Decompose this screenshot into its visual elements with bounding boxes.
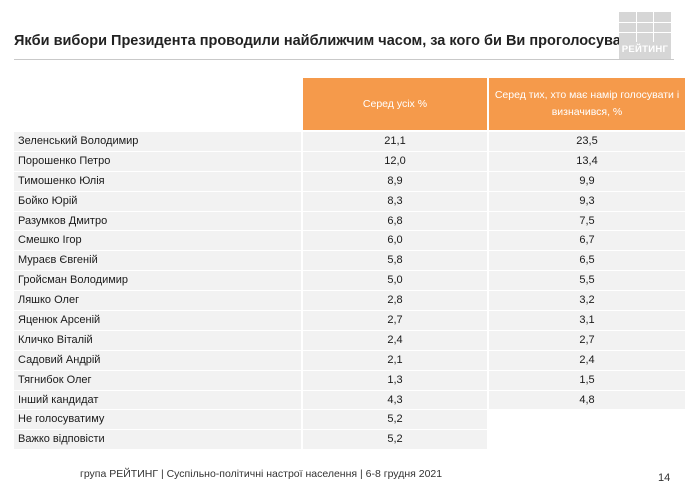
title-divider (14, 59, 674, 60)
table-row: Важко відповісти 5,2 (14, 430, 685, 450)
value-decided: 7,5 (489, 211, 685, 231)
value-all: 4,3 (303, 390, 487, 410)
candidate-name: Кличко Віталій (14, 330, 301, 350)
table-row: Яценюк Арсеній 2,7 3,1 (14, 311, 685, 331)
candidate-name: Інший кандидат (14, 390, 301, 410)
value-decided: 9,3 (489, 191, 685, 211)
table-row: Зеленський Володимир 21,1 23,5 (14, 132, 685, 152)
value-decided: 2,7 (489, 330, 685, 350)
candidate-name: Важко відповісти (14, 430, 301, 450)
value-all: 1,3 (303, 370, 487, 390)
candidate-name: Гройсман Володимир (14, 271, 301, 291)
value-decided: 6,7 (489, 231, 685, 251)
value-all: 21,1 (303, 132, 487, 151)
candidate-name: Не голосуватиму (14, 410, 301, 430)
table-row: Смешко Ігор 6,0 6,7 (14, 231, 685, 251)
page-number: 14 (658, 472, 671, 484)
candidate-name: Зеленський Володимир (14, 132, 301, 151)
value-all: 12,0 (303, 151, 487, 171)
value-all: 2,4 (303, 330, 487, 350)
value-all: 5,2 (303, 410, 487, 430)
logo-grid-icon (619, 12, 671, 42)
value-decided: 9,9 (489, 171, 685, 191)
reyting-logo: РЕЙТИНГ (619, 12, 671, 60)
table-row: Тягнибок Олег 1,3 1,5 (14, 370, 685, 391)
value-all: 5,8 (303, 251, 487, 271)
value-all: 8,9 (303, 171, 487, 191)
table-row: Інший кандидат 4,3 4,8 (14, 390, 685, 411)
value-all: 6,8 (303, 211, 487, 231)
value-decided: 2,4 (489, 350, 685, 370)
value-decided: 5,5 (489, 271, 685, 291)
candidate-name: Садовий Андрій (14, 350, 301, 370)
value-decided: 23,5 (489, 132, 685, 151)
results-table: Зеленський Володимир 21,1 23,5 Порошенко Пе… (14, 132, 685, 450)
table-row: Мураєв Євгеній 5,8 6,5 (14, 251, 685, 271)
candidate-name: Яценюк Арсеній (14, 311, 301, 330)
table-row: Бойко Юрій 8,3 9,3 (14, 191, 685, 212)
value-decided: 6,5 (489, 251, 685, 271)
footer-text: група РЕЙТИНГ | Суспільно-політичні наст… (80, 468, 443, 480)
table-row: Ляшко Олег 2,8 3,2 (14, 291, 685, 311)
table-row: Разумков Дмитро 6,8 7,5 (14, 211, 685, 232)
value-decided: 1,5 (489, 370, 685, 390)
value-all: 6,0 (303, 231, 487, 251)
value-all: 5,0 (303, 271, 487, 291)
table-row: Порошенко Петро 12,0 13,4 (14, 151, 685, 172)
table-row: Кличко Віталій 2,4 2,7 (14, 330, 685, 351)
candidate-name: Бойко Юрій (14, 191, 301, 211)
candidate-name: Смешко Ігор (14, 231, 301, 251)
table-row: Садовий Андрій 2,1 2,4 (14, 350, 685, 371)
value-all: 2,7 (303, 311, 487, 330)
table-row: Гройсман Володимир 5,0 5,5 (14, 271, 685, 291)
value-all: 5,2 (303, 430, 487, 450)
logo-text: РЕЙТИНГ (621, 44, 669, 55)
value-decided: 13,4 (489, 151, 685, 171)
value-decided: 3,1 (489, 311, 685, 330)
candidate-name: Порошенко Петро (14, 151, 301, 171)
candidate-name: Тимошенко Юлія (14, 171, 301, 191)
column-header-all: Серед усіх % (303, 78, 487, 130)
value-all: 2,8 (303, 291, 487, 311)
value-decided: 3,2 (489, 291, 685, 311)
candidate-name: Разумков Дмитро (14, 211, 301, 231)
candidate-name: Ляшко Олег (14, 291, 301, 311)
table-row: Тимошенко Юлія 8,9 9,9 (14, 171, 685, 192)
column-header-decided: Серед тих, хто має намір голосувати і ви… (489, 78, 685, 130)
candidate-name: Тягнибок Олег (14, 370, 301, 390)
table-row: Не голосуватиму 5,2 (14, 410, 685, 430)
value-all: 8,3 (303, 191, 487, 211)
candidate-name: Мураєв Євгеній (14, 251, 301, 271)
value-decided: 4,8 (489, 390, 685, 410)
page-title: Якби вибори Президента проводили найближ… (14, 33, 648, 49)
value-decided (489, 410, 685, 429)
value-decided (489, 430, 685, 449)
value-all: 2,1 (303, 350, 487, 370)
